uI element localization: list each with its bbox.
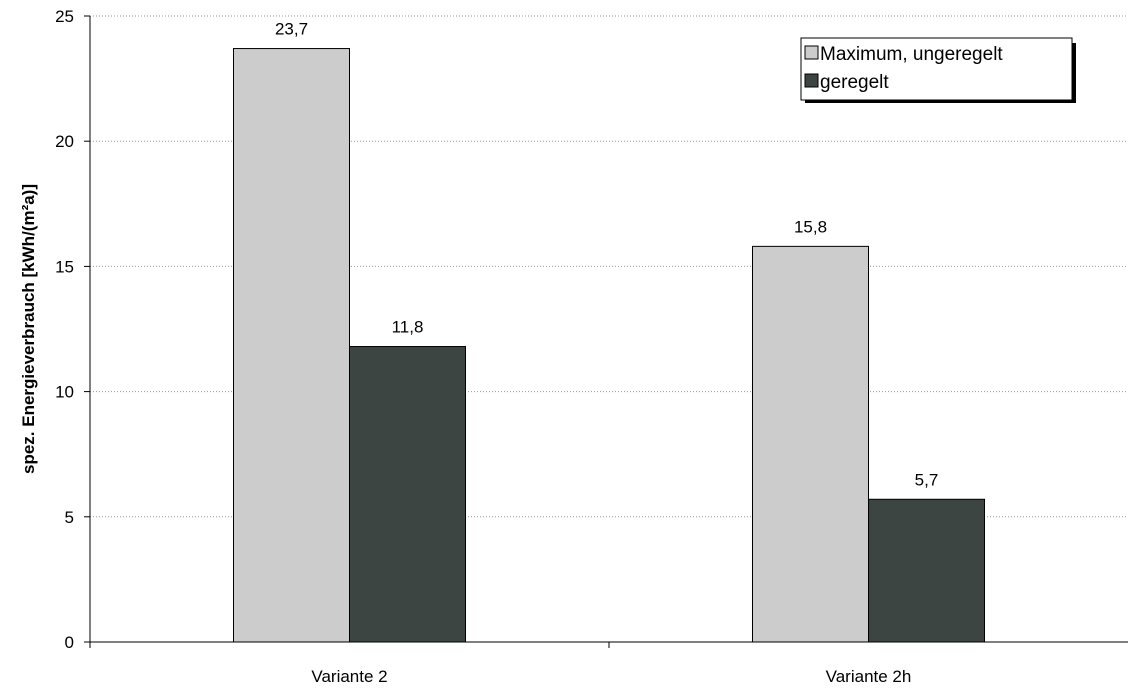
legend-box: [800, 37, 1073, 101]
bars: [233, 48, 985, 643]
bar-value-label: 11,8: [392, 318, 424, 337]
y-ticks: 0 5 10 15 20 25: [55, 7, 90, 652]
legend-label: geregelt: [820, 72, 889, 93]
bar-value-label: 23,7: [275, 20, 308, 39]
bar: [868, 498, 985, 643]
y-tick-label: 10: [55, 383, 74, 402]
y-tick-label: 15: [55, 257, 74, 276]
y-tick-label: 25: [55, 7, 74, 26]
bar-value-label: 15,8: [794, 217, 827, 236]
x-ticks: Variante 2 Variante 2h: [89, 642, 912, 686]
y-tick-label: 20: [55, 132, 74, 151]
data-labels: 23,7 11,8 15,8 5,7: [275, 20, 938, 490]
bar: [349, 346, 466, 643]
legend-swatch: [804, 73, 819, 88]
legend: Maximum, ungeregelt geregelt: [800, 37, 1076, 103]
x-tick-label: Variante 2: [311, 667, 387, 686]
bar-value-label: 5,7: [915, 470, 939, 489]
bar: [752, 245, 869, 643]
bar: [233, 48, 350, 643]
y-tick-label: 5: [65, 508, 74, 527]
legend-label: Maximum, ungeregelt: [820, 44, 1003, 65]
legend-swatch: [804, 45, 819, 60]
y-axis-label: spez. Energieverbrauch [kWh/(m²a)]: [19, 184, 38, 474]
x-tick-label: Variante 2h: [826, 667, 912, 686]
y-tick-label: 0: [65, 633, 74, 652]
